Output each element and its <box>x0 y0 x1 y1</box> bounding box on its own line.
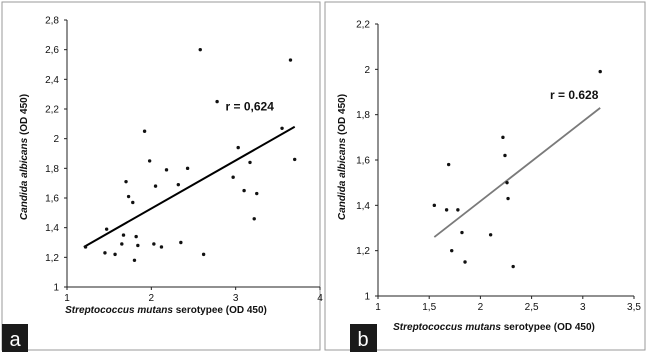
data-point-a <box>121 233 126 237</box>
data-point-a <box>142 129 147 133</box>
y-tick-label-b: 1,8 <box>356 110 370 121</box>
data-point-b <box>488 233 493 237</box>
data-point-a <box>126 194 131 199</box>
y-tick-label-a: 2,6 <box>45 45 59 56</box>
y-tick-label-a: 2,2 <box>45 105 59 116</box>
data-point-a <box>215 99 219 104</box>
data-point-a <box>159 245 164 249</box>
x-tick-label-b: 2,5 <box>525 302 539 313</box>
data-point-b <box>456 208 460 212</box>
data-point-b <box>598 69 602 74</box>
data-point-a <box>236 145 240 150</box>
data-point-b <box>460 230 464 235</box>
panel-label-box-b <box>350 324 377 352</box>
panel-a: 11,21,41,61,822,22,42,62,81 2 3 4r = 0,624 … <box>1 1 323 352</box>
panel-label-a: a <box>9 329 21 351</box>
correlation-label-b: r = 0.628 <box>550 88 599 102</box>
data-point-a <box>293 157 297 162</box>
data-point-b <box>506 196 510 201</box>
data-point-a <box>103 251 107 255</box>
x-tick-label-b: 1 <box>375 302 381 313</box>
x-tick-label-a: 3 <box>233 293 239 304</box>
data-point-b <box>450 248 454 253</box>
y-tick-label-b: 1 <box>364 292 370 303</box>
x-tick-label-b: 1,5 <box>422 302 436 313</box>
data-point-b <box>505 180 509 185</box>
x-axis-title-a: Streptococcus mutans serotypee (OD 450) <box>65 305 267 316</box>
panel-b-frame <box>324 1 646 351</box>
y-tick-label-b: 1,2 <box>356 246 370 257</box>
y-axis-title-a: Candida albicans (OD 450) <box>19 94 30 220</box>
data-point-a <box>120 242 124 246</box>
data-point-b <box>501 135 505 140</box>
x-tick-label-a: 4 <box>317 293 323 304</box>
data-point-b <box>463 260 467 264</box>
data-point-a <box>147 159 152 163</box>
correlation-label-a: r = 0,624 <box>226 99 275 113</box>
data-point-a <box>288 58 293 62</box>
data-point-a <box>136 243 140 248</box>
y-tick-label-a: 1,4 <box>45 223 59 234</box>
data-point-a <box>132 258 137 262</box>
data-point-b <box>446 162 451 167</box>
regression-line-a <box>83 125 296 248</box>
data-point-a <box>104 227 109 231</box>
regression-line-b <box>433 107 601 238</box>
panel-b: 1 1,2 1,4 1,6 1,8 2 2,2 1 1,5 2 2,5 3 3,5 r = 0.628 S… <box>324 1 646 352</box>
data-point-b <box>444 208 449 212</box>
data-point-a <box>179 240 183 245</box>
data-point-a <box>83 245 88 249</box>
x-tick-label-b: 2 <box>478 302 484 313</box>
data-point-a <box>134 234 138 239</box>
y-axis-title-b: Candida albicans (OD 450) <box>337 94 348 220</box>
data-point-a <box>255 191 259 196</box>
x-tick-label-b: 3,5 <box>627 302 641 313</box>
panel-label-box-a <box>2 324 28 352</box>
data-point-a <box>113 252 117 257</box>
data-point-a <box>152 242 156 246</box>
data-point-a <box>124 179 128 184</box>
x-tick-label-b: 3 <box>580 302 586 313</box>
panel-a-frame <box>1 1 321 351</box>
data-point-a <box>242 188 246 193</box>
y-tick-label-a: 2,4 <box>45 75 59 86</box>
data-point-a <box>252 217 256 221</box>
y-tick-label-a: 1 <box>53 283 59 294</box>
x-tick-label-a: 1 <box>64 293 70 304</box>
data-point-a <box>164 168 169 172</box>
data-point-a <box>131 200 135 205</box>
x-axis-title-b: Streptococcus mutans serotypee (OD 450) <box>393 322 595 333</box>
y-tick-label-a: 2,8 <box>45 16 59 27</box>
data-point-a <box>280 126 284 130</box>
data-point-b <box>511 264 515 269</box>
data-point-b <box>503 153 507 158</box>
plot-b: 1 1,2 1,4 1,6 1,8 2 2,2 1 1,5 2 2,5 3 3,5 r = 0.628 <box>356 20 641 314</box>
data-point-a <box>248 160 252 165</box>
data-point-a <box>153 184 158 188</box>
x-tick-label-a: 2 <box>149 293 155 304</box>
data-point-a <box>198 47 202 52</box>
y-tick-label-a: 1,6 <box>45 194 59 205</box>
y-tick-label-b: 2,2 <box>356 20 370 31</box>
y-tick-label-a: 1,2 <box>45 253 59 264</box>
y-tick-label-b: 1,6 <box>356 156 370 167</box>
data-point-a <box>231 175 235 179</box>
data-point-a <box>201 252 206 257</box>
data-point-a <box>176 182 181 187</box>
y-tick-label-a: 2 <box>53 134 59 145</box>
y-tick-label-a: 1,8 <box>45 164 59 175</box>
y-tick-label-b: 2 <box>364 65 370 76</box>
data-point-b <box>432 203 437 208</box>
plot-a: 1 1,2 1,4 1,6 1,8 2 2,2 2,4 2,6 2,8 1 2 3 4 r = 0,624 <box>45 16 323 305</box>
panel-label-b: b <box>357 329 368 351</box>
y-tick-label-b: 1,4 <box>356 201 370 212</box>
data-point-a <box>185 166 190 171</box>
